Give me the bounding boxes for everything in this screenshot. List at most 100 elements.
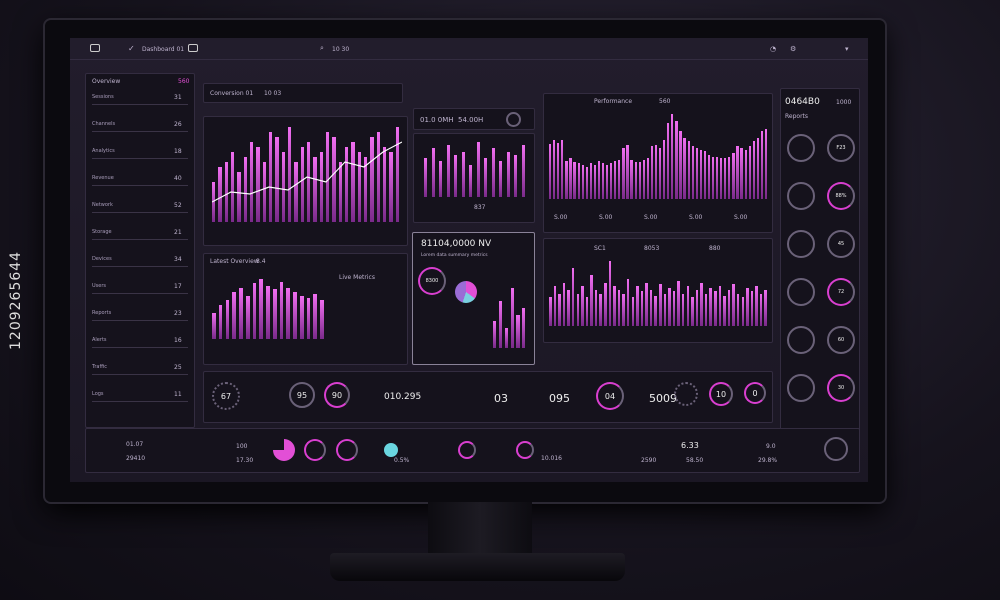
axis-label: S.00 — [599, 214, 613, 221]
sidebar-item[interactable]: Sessions — [92, 94, 114, 100]
bar — [732, 153, 735, 199]
bar — [703, 151, 707, 199]
sidebar-item[interactable]: Channels — [92, 121, 116, 127]
divider — [92, 212, 188, 213]
bar — [606, 165, 609, 199]
bar — [634, 161, 637, 199]
summary-value: 0464B0 — [785, 97, 820, 107]
bar — [454, 154, 457, 197]
bar — [663, 293, 667, 326]
divider — [92, 131, 188, 132]
bar — [755, 286, 758, 326]
sidebar-item[interactable]: Revenue — [92, 175, 114, 181]
bar — [649, 289, 653, 326]
bar — [608, 261, 612, 326]
chart1-value: 10 03 — [264, 90, 282, 97]
bar — [752, 141, 755, 199]
sidebar-value: 560 — [178, 78, 190, 85]
sidebar-item[interactable]: Users — [92, 283, 107, 289]
bar — [681, 293, 685, 326]
bar — [675, 120, 678, 199]
stock-id: 1209265644 — [8, 250, 24, 350]
bar — [281, 152, 286, 222]
top-bar: ✓ Dashboard 01 ⌕ 10 30 ◔ ⚙ ▾ — [70, 38, 868, 60]
bar — [622, 293, 625, 326]
sidebar-item[interactable]: Devices — [92, 256, 112, 262]
main-chart-title: Performance — [594, 98, 633, 105]
bar — [659, 148, 662, 199]
divider — [92, 266, 188, 267]
bar — [256, 147, 260, 222]
bar — [695, 289, 699, 326]
grid-icon[interactable] — [90, 44, 100, 52]
clock-text: 10 30 — [332, 46, 350, 53]
bar — [510, 288, 514, 348]
screen: ✓ Dashboard 01 ⌕ 10 30 ◔ ⚙ ▾ Overview 56… — [70, 38, 868, 482]
bar — [604, 282, 607, 326]
bar — [506, 151, 510, 197]
sidebar-item[interactable]: Reports — [92, 310, 112, 316]
window-icon[interactable] — [188, 44, 198, 52]
axis-label: S.00 — [644, 214, 658, 221]
monitor-stand — [428, 502, 532, 558]
sidebar-item[interactable]: Network — [92, 202, 113, 208]
sidebar-item[interactable]: Logs — [92, 391, 104, 397]
sidebar-item[interactable]: Alerts — [92, 337, 107, 343]
search-icon[interactable]: ⌕ — [320, 44, 324, 52]
sidebar-item-value: 34 — [174, 256, 182, 263]
bar — [630, 159, 633, 199]
bar — [622, 148, 625, 199]
bar — [711, 156, 715, 199]
bar — [516, 314, 520, 348]
knob-icon[interactable] — [506, 112, 521, 127]
bottom-value: 10.016 — [541, 455, 562, 462]
sidebar-item-value: 16 — [174, 337, 182, 344]
divider — [92, 320, 188, 321]
bar2-label: SC1 — [594, 245, 606, 252]
bar — [326, 132, 330, 222]
bar — [686, 286, 690, 326]
pie-chart — [455, 281, 477, 303]
bar — [212, 313, 216, 339]
bar — [553, 286, 557, 326]
sidebar-item[interactable]: Traffic — [92, 364, 108, 370]
bar — [576, 293, 580, 326]
bar — [522, 308, 526, 348]
gauge-67: 67 — [212, 382, 240, 410]
divider — [92, 401, 188, 402]
sidebar-item[interactable]: Storage — [92, 229, 112, 235]
app-title: Dashboard 01 — [142, 46, 185, 53]
bar — [748, 146, 751, 199]
bar — [645, 282, 648, 326]
menu-icon[interactable]: ▾ — [845, 45, 849, 53]
bell-icon[interactable]: ◔ — [770, 45, 777, 53]
bar — [332, 137, 336, 222]
bar — [667, 122, 670, 199]
bar — [389, 152, 393, 222]
chart3-value: 8.4 — [256, 258, 266, 265]
ring-gauge — [304, 439, 326, 461]
bar — [461, 151, 465, 197]
bar — [558, 293, 561, 326]
sidebar-item-value: 21 — [174, 229, 182, 236]
ring-gauge — [824, 437, 848, 461]
sidebar-item[interactable]: Analytics — [92, 148, 115, 154]
bottom-value: 01.07 — [126, 441, 144, 448]
chart1-line — [212, 141, 402, 203]
bottom-row: 01.07 29410 100 17.30 0.5% 10.016 6.33 2… — [85, 428, 860, 473]
settings-icon[interactable]: ⚙ — [790, 45, 797, 53]
check-icon[interactable]: ✓ — [128, 44, 135, 53]
chart2-header: 01.0 0MH 54.00H — [413, 108, 535, 130]
bar — [590, 275, 593, 326]
bar — [732, 284, 735, 326]
bar — [746, 288, 749, 326]
bar-chart-2: SC1 8053 880 — [543, 238, 773, 343]
gauge-90: 90 — [324, 382, 350, 408]
globe-icon — [384, 443, 398, 457]
bar — [691, 297, 694, 326]
bar — [668, 288, 671, 326]
bar — [704, 293, 708, 326]
bar — [553, 139, 556, 199]
bottom-value: 2590 — [641, 457, 657, 464]
bar — [557, 142, 560, 199]
